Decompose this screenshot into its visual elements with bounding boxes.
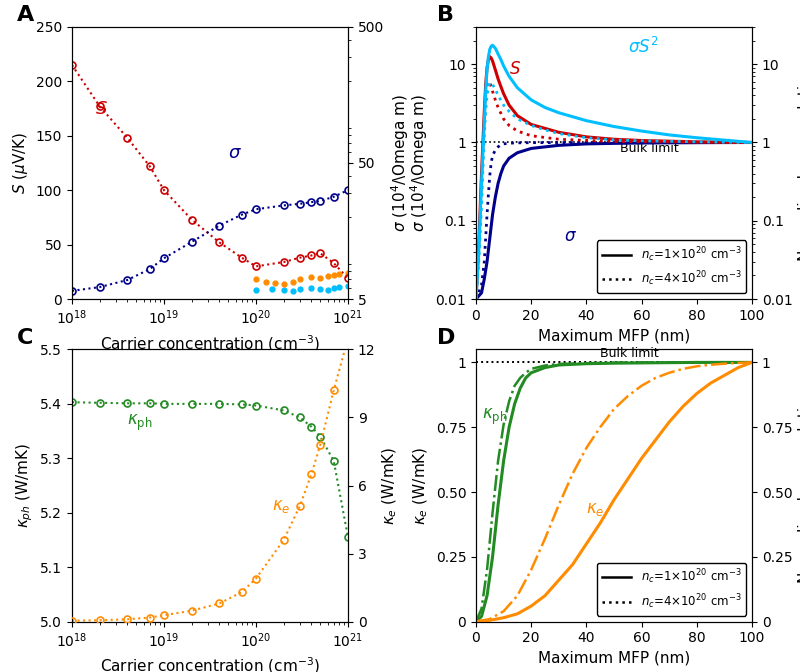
X-axis label: Carrier concentration (cm$^{-3}$): Carrier concentration (cm$^{-3}$)	[100, 333, 320, 353]
Text: B: B	[438, 5, 454, 26]
Text: $S$: $S$	[509, 60, 521, 78]
Y-axis label: $S$ ($\mu$V/K): $S$ ($\mu$V/K)	[11, 132, 30, 194]
Y-axis label: $\kappa_{ph}$ (W/mK): $\kappa_{ph}$ (W/mK)	[14, 443, 34, 528]
Text: $\kappa_e$: $\kappa_e$	[586, 500, 605, 517]
Text: $\kappa_{\mathrm{ph}}$: $\kappa_{\mathrm{ph}}$	[127, 413, 153, 433]
Y-axis label: $\kappa_e$ (W/mK): $\kappa_e$ (W/mK)	[381, 446, 399, 525]
Text: D: D	[438, 328, 456, 348]
Text: $\sigma S^2$: $\sigma S^2$	[628, 37, 658, 57]
Y-axis label: $\sigma$ (10$^4$/\Omega m): $\sigma$ (10$^4$/\Omega m)	[408, 94, 430, 232]
Text: $\kappa_e$: $\kappa_e$	[272, 497, 290, 515]
Y-axis label: Normalized accumulation: Normalized accumulation	[798, 65, 800, 261]
X-axis label: Maximum MFP (nm): Maximum MFP (nm)	[538, 651, 690, 666]
Legend: $n_c$=1×10$^{20}$ cm$^{-3}$, $n_c$=4×10$^{20}$ cm$^{-3}$: $n_c$=1×10$^{20}$ cm$^{-3}$, $n_c$=4×10$…	[597, 241, 746, 293]
Text: Bulk limit: Bulk limit	[619, 142, 678, 155]
Text: $\sigma$: $\sigma$	[228, 144, 242, 161]
Text: C: C	[17, 328, 33, 348]
Text: $\sigma$: $\sigma$	[564, 227, 578, 245]
Text: $\kappa_{\mathrm{ph}}$: $\kappa_{\mathrm{ph}}$	[482, 407, 507, 427]
X-axis label: Carrier concentration (cm$^{-3}$): Carrier concentration (cm$^{-3}$)	[100, 655, 320, 672]
Y-axis label: $\sigma$ (10$^4$/\Omega m): $\sigma$ (10$^4$/\Omega m)	[390, 94, 411, 232]
X-axis label: Maximum MFP (nm): Maximum MFP (nm)	[538, 329, 690, 343]
Legend: $n_c$=1×10$^{20}$ cm$^{-3}$, $n_c$=4×10$^{20}$ cm$^{-3}$: $n_c$=1×10$^{20}$ cm$^{-3}$, $n_c$=4×10$…	[597, 563, 746, 616]
Text: $S$: $S$	[95, 100, 108, 118]
Y-axis label: $\kappa_e$ (W/mK): $\kappa_e$ (W/mK)	[412, 446, 430, 525]
Text: A: A	[17, 5, 34, 26]
Y-axis label: Normalized accumulation: Normalized accumulation	[798, 388, 800, 583]
Text: Bulk limit: Bulk limit	[600, 347, 659, 360]
